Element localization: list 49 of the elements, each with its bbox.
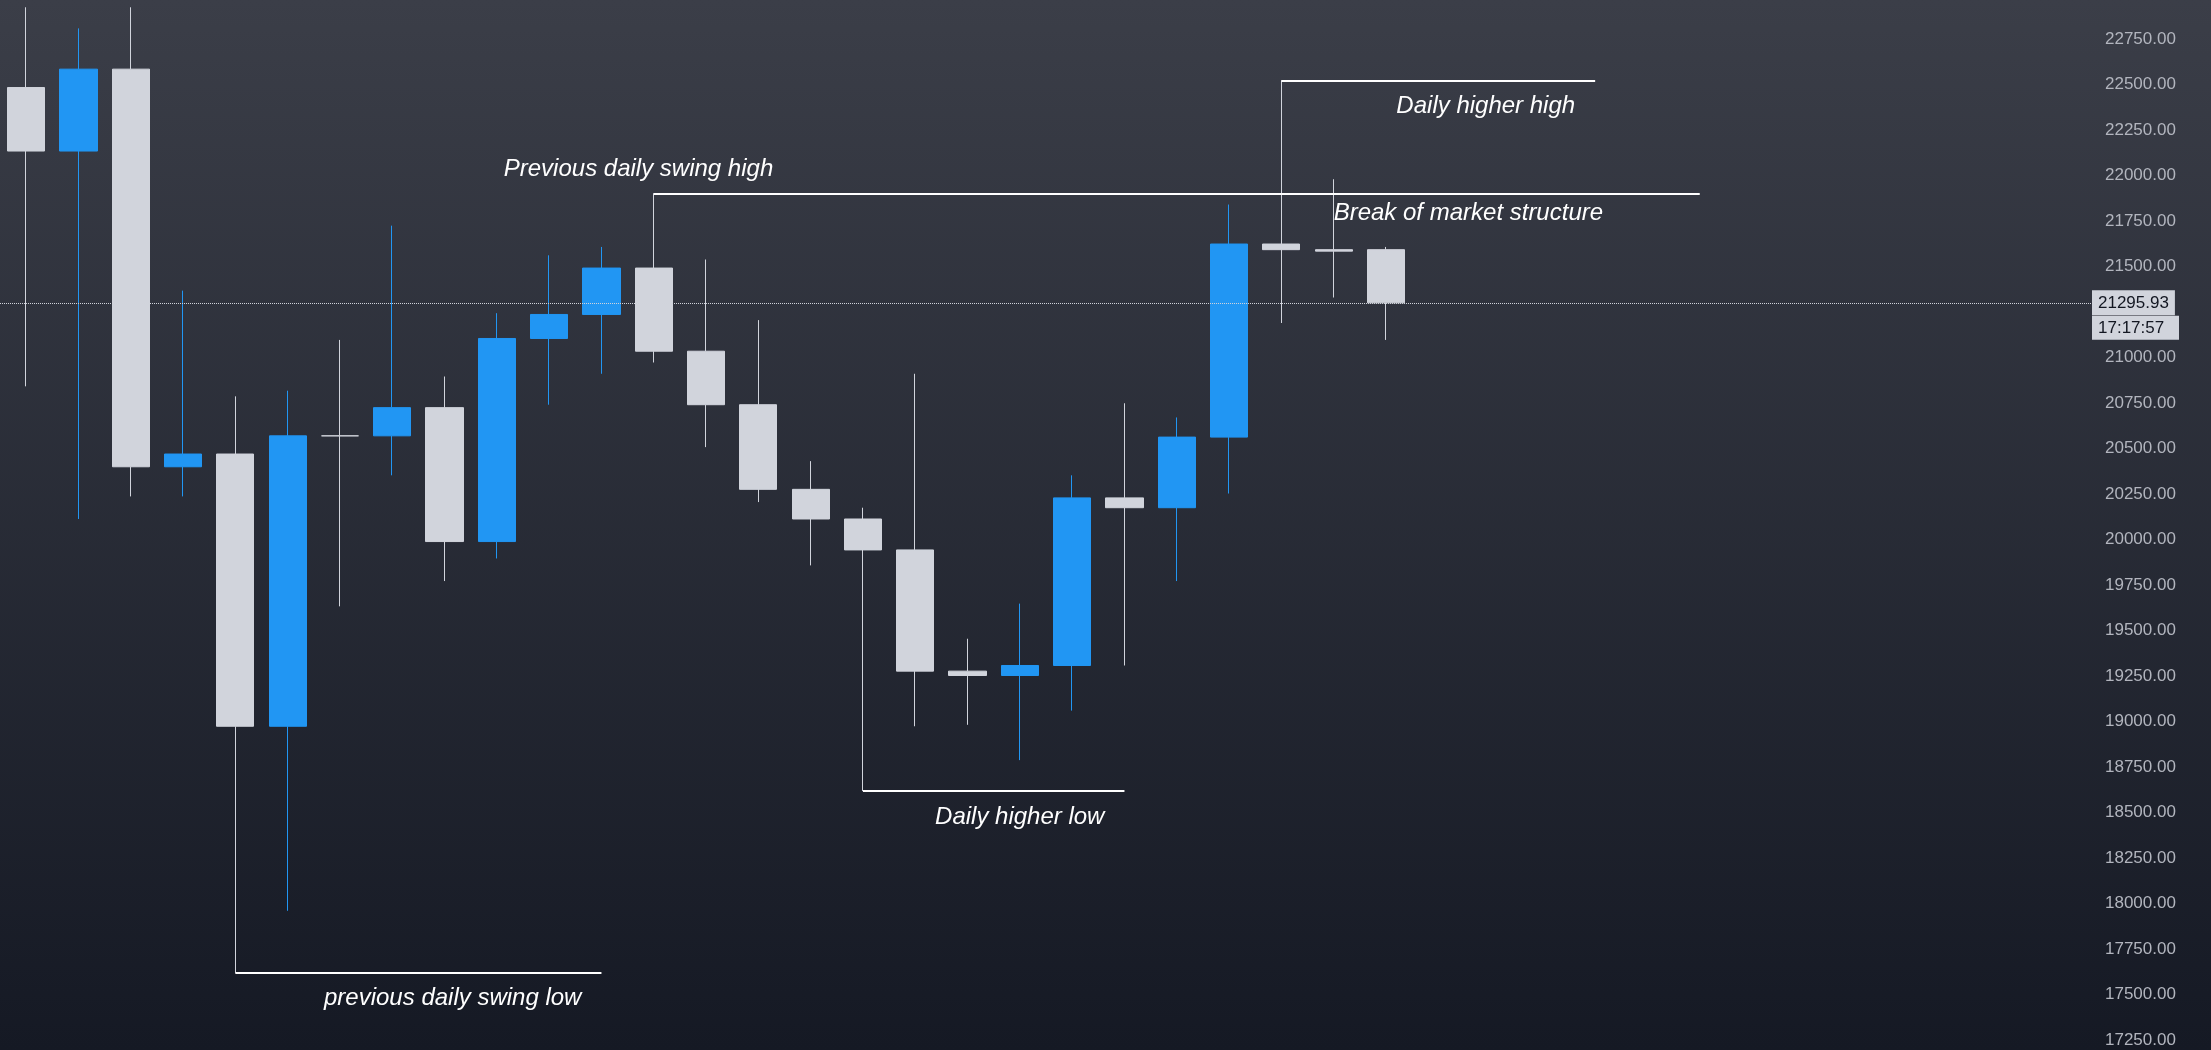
y-tick-label: 22000.00: [2105, 165, 2176, 185]
candlestick: [896, 373, 934, 727]
y-tick-label: 20500.00: [2105, 438, 2176, 458]
candlestick: [844, 507, 882, 792]
annotation: Break of market structure: [1333, 197, 1604, 225]
y-tick-label: 18750.00: [2105, 756, 2176, 776]
y-tick-label: 20000.00: [2105, 529, 2176, 549]
candlestick: [373, 225, 411, 476]
y-tick-label: 17250.00: [2105, 1029, 2176, 1049]
candlestick: [582, 246, 621, 375]
y-tick-label: 18250.00: [2105, 847, 2176, 867]
candlestick: [425, 376, 464, 582]
candlestick: [269, 390, 307, 912]
ref-line-label: Daily higher high: [1396, 90, 1576, 118]
y-tick-label: 19250.00: [2105, 665, 2176, 685]
candlestick: [948, 638, 987, 726]
y-tick-label: 19000.00: [2105, 711, 2176, 731]
ref-line-label: previous daily swing low: [323, 983, 584, 1011]
candlestick: [1001, 603, 1039, 761]
y-tick-label: 17500.00: [2105, 984, 2176, 1004]
ref-line-label: Previous daily swing high: [503, 153, 774, 181]
candlestick: [164, 290, 202, 497]
y-tick-label: 18000.00: [2105, 893, 2176, 913]
y-tick-label: 19750.00: [2105, 574, 2176, 594]
y-tick-label: 18500.00: [2105, 802, 2176, 822]
text: 17:17:57: [2098, 317, 2165, 337]
candlestick: [1105, 402, 1144, 666]
y-tick-label: 20250.00: [2105, 483, 2176, 503]
candlestick: [478, 312, 516, 559]
candlestick: [59, 27, 98, 520]
candlestick: [739, 319, 777, 503]
y-tick-label: 19500.00: [2105, 620, 2176, 640]
y-tick-label: 22250.00: [2105, 119, 2176, 139]
y-tick-label: 21000.00: [2105, 347, 2176, 367]
ref-line-label: 21295.93: [2098, 293, 2169, 313]
candlestick: [1210, 204, 1248, 495]
y-tick-label: 20750.00: [2105, 392, 2176, 412]
candlestick: [792, 460, 830, 566]
ref-line-label: Daily higher low: [935, 801, 1107, 829]
y-tick-label: 22750.00: [2105, 28, 2176, 48]
candlestick: [216, 395, 254, 974]
y-tick-label: 21750.00: [2105, 210, 2176, 230]
y-tick-label: 21500.00: [2105, 256, 2176, 276]
candlestick: [1053, 474, 1091, 712]
candlestick: [1158, 416, 1196, 582]
candlestick: [530, 254, 568, 406]
y-tick-label: 22500.00: [2105, 74, 2176, 94]
y-tick-label: 17750.00: [2105, 938, 2176, 958]
candlestick: [321, 339, 359, 607]
